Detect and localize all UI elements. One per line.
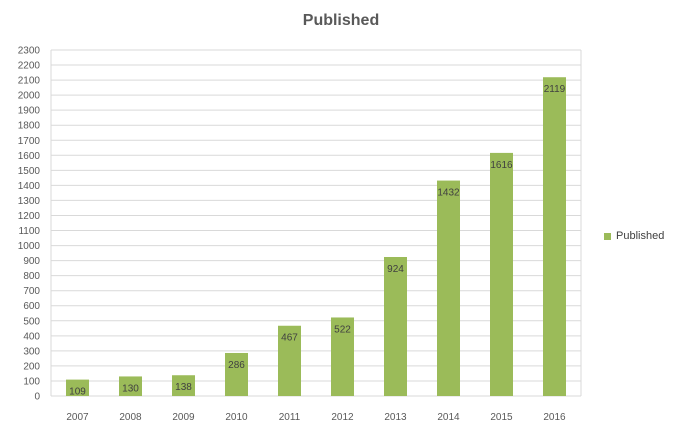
- bar-2008: [119, 376, 142, 396]
- y-tick-label: 1500: [18, 166, 41, 177]
- y-tick-label: 800: [23, 271, 40, 282]
- y-tick-label: 1700: [18, 136, 41, 147]
- data-label-2015: 1616: [490, 160, 513, 171]
- x-tick-label: 2011: [279, 412, 301, 423]
- bar-2015: [490, 152, 513, 396]
- bar-2016: [543, 77, 566, 396]
- y-tick-label: 400: [23, 331, 40, 342]
- bar-2007: [66, 379, 89, 396]
- x-tick-label: 2010: [225, 412, 248, 423]
- x-tick-label: 2013: [384, 412, 407, 423]
- chart-title: Published: [302, 12, 380, 29]
- bar-2014: [437, 180, 460, 396]
- x-tick-label: 2016: [543, 412, 566, 423]
- data-label-2013: 924: [387, 264, 404, 275]
- y-tick-label: 500: [23, 316, 40, 327]
- data-label-2016: 2119: [544, 84, 566, 95]
- bar-2012: [331, 317, 354, 396]
- y-tick-label: 1400: [18, 181, 41, 192]
- legend-label: Published: [616, 230, 665, 242]
- y-tick-label: 0: [34, 392, 40, 403]
- y-tick-label: 1300: [18, 196, 41, 207]
- x-tick-label: 2008: [119, 412, 142, 423]
- bar-2009: [172, 375, 195, 396]
- y-tick-label: 1000: [18, 241, 41, 252]
- x-tick-label: 2015: [490, 412, 513, 423]
- data-label-2011: 467: [281, 333, 298, 344]
- y-tick-label: 1200: [18, 211, 41, 222]
- data-label-2010: 286: [228, 360, 245, 371]
- x-tick-label: 2012: [331, 412, 354, 423]
- y-tick-label: 300: [23, 346, 40, 357]
- data-label-2009: 138: [175, 382, 192, 393]
- y-tick-label: 1900: [18, 106, 41, 117]
- y-tick-label: 2300: [18, 46, 41, 57]
- legend-swatch: [604, 232, 611, 240]
- legend: Published: [604, 230, 664, 242]
- y-tick-label: 200: [23, 361, 40, 372]
- y-tick-label: 1800: [18, 121, 41, 132]
- y-tick-label: 100: [23, 376, 40, 387]
- y-tick-label: 1100: [18, 226, 40, 237]
- bar-2011: [278, 325, 301, 396]
- x-tick-label: 2009: [172, 412, 195, 423]
- y-tick-label: 600: [23, 301, 40, 312]
- y-tick-label: 2200: [18, 61, 41, 72]
- y-tick-label: 1600: [18, 151, 41, 162]
- y-tick-label: 700: [23, 286, 40, 297]
- y-tick-label: 2000: [18, 91, 41, 102]
- y-tick-label: 2100: [18, 76, 41, 87]
- x-tick-label: 2014: [437, 412, 460, 423]
- data-label-2014: 1432: [437, 188, 460, 199]
- x-tick-label: 2007: [66, 412, 89, 423]
- data-label-2008: 130: [122, 383, 139, 394]
- data-label-2007: 109: [69, 387, 86, 398]
- y-tick-label: 900: [23, 256, 40, 267]
- bar-2013: [384, 256, 407, 396]
- data-label-2012: 522: [334, 324, 351, 335]
- bar-2010: [225, 352, 248, 396]
